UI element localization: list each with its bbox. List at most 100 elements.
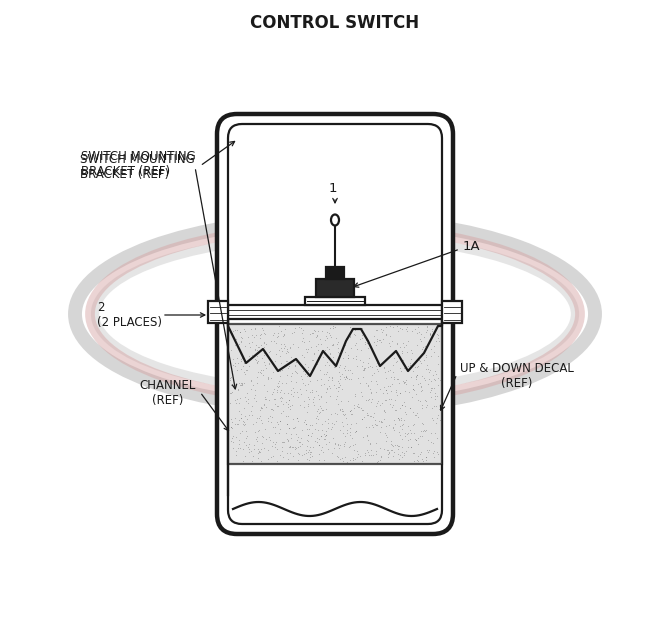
Point [423,379,433,389]
Point [316,391,326,401]
Point [305,452,316,462]
Point [400,377,411,387]
Point [392,338,403,348]
Point [236,409,247,419]
Point [313,414,324,424]
Point [387,445,397,455]
Point [278,406,289,416]
Point [269,428,280,438]
Point [312,406,322,416]
Point [386,394,397,404]
Point [366,387,377,398]
Point [236,354,247,364]
Point [376,416,387,426]
Point [255,404,266,415]
Point [234,406,245,416]
Point [355,345,366,355]
Point [375,426,385,437]
Point [371,398,382,408]
Point [415,358,426,368]
Point [272,381,283,391]
Point [285,442,295,452]
Point [331,359,342,369]
Point [409,420,419,430]
Point [338,363,349,373]
Point [346,343,356,353]
Point [259,443,269,454]
Point [280,348,291,358]
Point [250,323,261,333]
Point [375,335,385,345]
Point [279,330,289,340]
Point [393,442,404,452]
Point [364,422,375,432]
Text: SWITCH MOUNTING
BRACKET (REF): SWITCH MOUNTING BRACKET (REF) [80,153,195,181]
Point [275,392,285,403]
Point [342,353,353,363]
Point [282,411,293,421]
Point [402,435,413,445]
Point [232,353,243,364]
Point [368,413,379,423]
Point [334,404,345,415]
Point [328,340,338,350]
Point [230,340,241,350]
Point [251,378,262,388]
Point [289,366,300,376]
Point [267,413,277,423]
Point [334,454,345,464]
Point [308,328,318,338]
Point [380,329,391,339]
Point [316,326,327,336]
Point [228,326,239,336]
Point [234,327,245,337]
Point [286,384,297,394]
Point [325,348,336,358]
Point [267,404,278,415]
Point [425,392,436,403]
Point [349,329,360,339]
Point [383,445,394,455]
Point [363,450,374,460]
Point [410,410,421,420]
Point [241,431,252,441]
Point [406,442,417,452]
Point [305,447,316,457]
Point [333,386,344,396]
Point [271,387,282,397]
Point [248,381,259,391]
Point [363,395,374,405]
Point [330,416,341,426]
Point [391,346,401,356]
Point [401,375,411,385]
Point [405,345,416,355]
Point [329,443,340,453]
Point [252,357,263,367]
Point [277,347,287,357]
Point [261,394,271,404]
Point [300,445,311,455]
Point [364,411,375,421]
Point [379,362,389,372]
Point [290,443,301,454]
Point [356,403,366,413]
Bar [316,279,354,297]
Point [306,386,317,396]
Point [378,325,389,335]
Text: UP & DOWN DECAL
(REF): UP & DOWN DECAL (REF) [460,362,574,390]
Point [338,410,349,420]
Point [384,448,395,458]
Point [277,394,287,404]
Point [387,350,397,360]
Point [303,430,314,440]
Point [345,427,356,437]
Point [232,394,243,404]
Point [251,355,262,365]
Point [429,367,440,377]
Point [433,373,444,383]
Point [324,328,334,338]
Point [395,355,406,365]
Point [426,324,437,334]
Point [371,325,382,335]
Point [308,398,318,408]
